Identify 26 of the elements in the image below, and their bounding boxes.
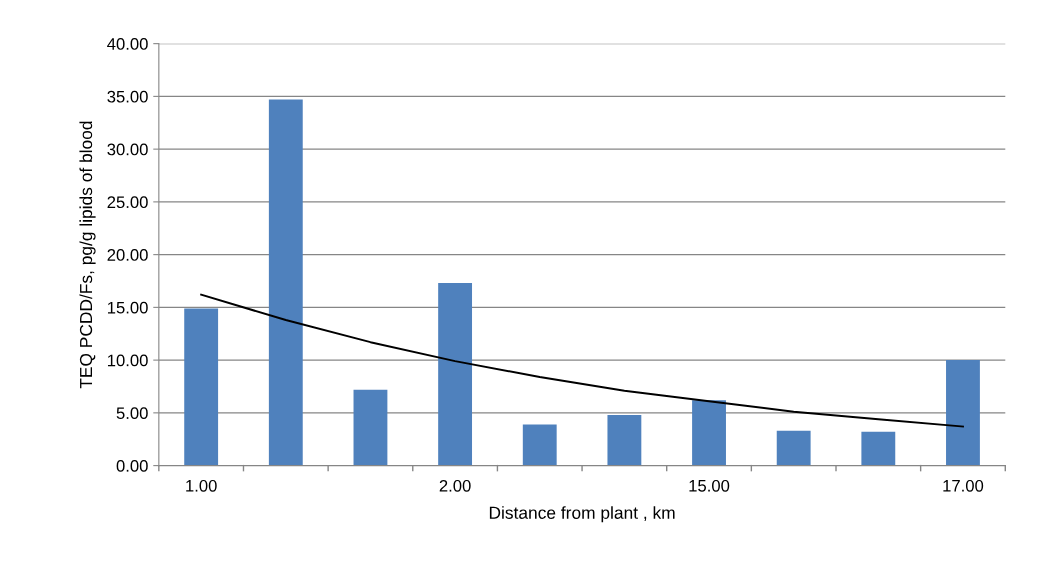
y-tick-label: 35.00 (107, 90, 148, 103)
bar (692, 400, 726, 466)
y-tick-label: 15.00 (107, 301, 148, 314)
x-tick-label: 17.00 (943, 479, 984, 492)
x-tick-label: 15.00 (689, 479, 730, 492)
bar (776, 430, 811, 466)
y-tick-label: 5.00 (116, 407, 148, 420)
y-axis-title: TEQ PCDD/Fs, pg/g lipids of blood (79, 121, 96, 389)
y-tick-label: 40.00 (107, 38, 148, 50)
x-axis-title: Distance from plant , km (489, 506, 675, 523)
bar (946, 360, 980, 466)
x-tick-label: 2.00 (439, 479, 471, 492)
bar (184, 308, 219, 466)
y-tick-label: 0.00 (116, 460, 148, 472)
bar (607, 414, 642, 466)
bar (861, 431, 896, 466)
bar (522, 424, 557, 466)
bar (438, 283, 473, 466)
line-series (200, 293, 964, 428)
x-tick-label: 1.00 (186, 479, 217, 492)
y-tick-label: 30.00 (107, 143, 148, 156)
y-tick-label: 10.00 (107, 354, 148, 367)
y-tick-label: 25.00 (107, 196, 148, 209)
bar (268, 99, 303, 466)
bar (353, 389, 388, 466)
y-tick-label: 20.00 (107, 249, 148, 261)
